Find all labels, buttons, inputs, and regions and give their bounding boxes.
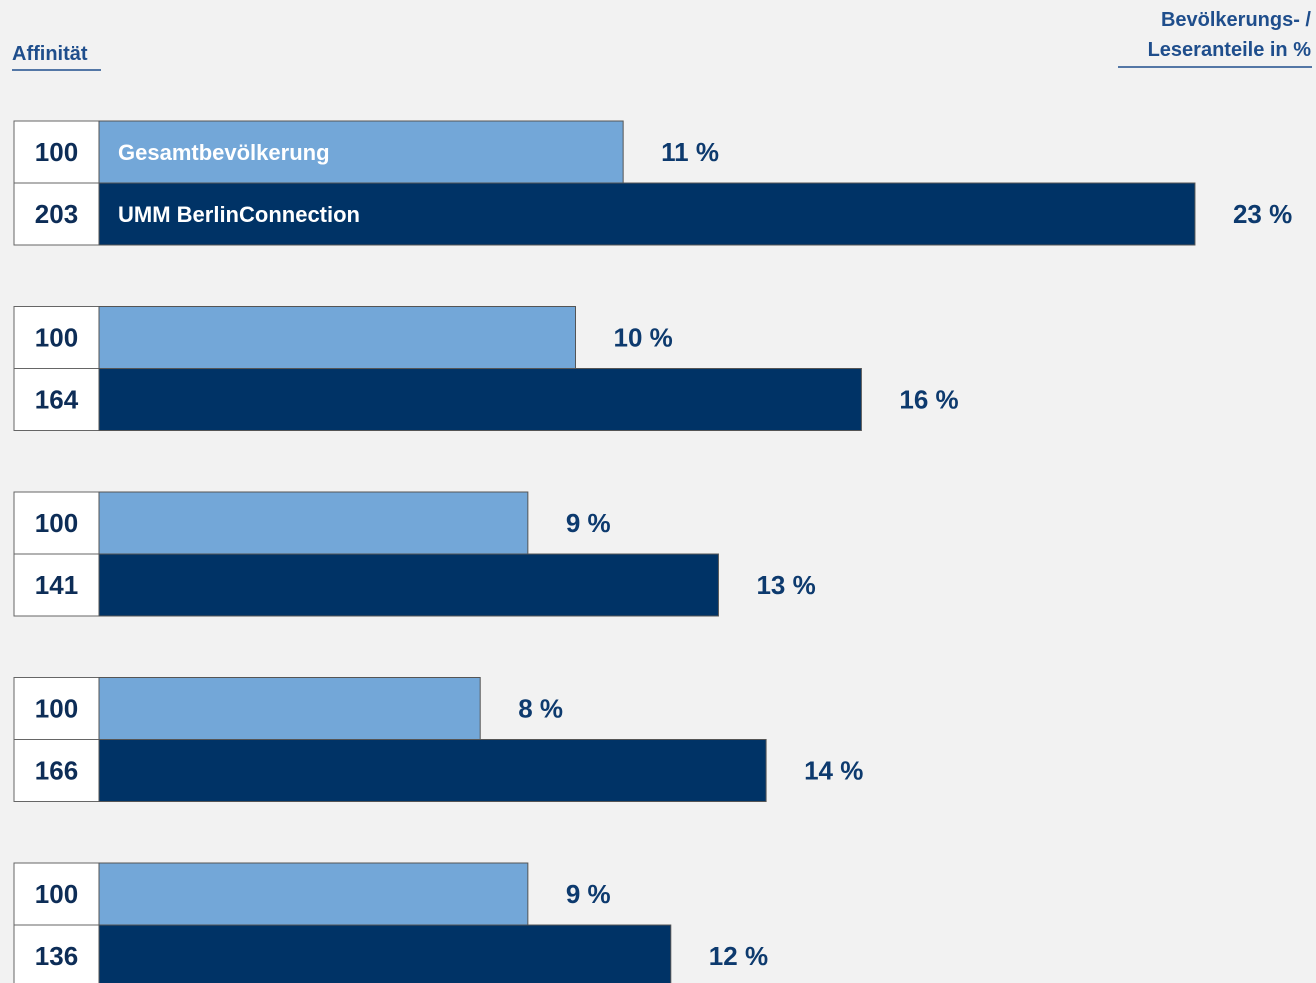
affinity-box (13, 924, 100, 983)
affinity-box (13, 182, 100, 246)
affinity-value: 141 (35, 570, 78, 600)
series-label: Gesamtbevölkerung (118, 140, 330, 165)
value-label: 9 % (566, 508, 611, 538)
value-label: 14 % (804, 756, 863, 786)
share-header-line2: Leseranteile in % (1148, 39, 1312, 61)
bar (98, 491, 529, 555)
affinity-value: 100 (35, 508, 78, 538)
bar (98, 677, 481, 740)
affinity-header: Affinität (12, 43, 88, 65)
affinity-value: 100 (35, 694, 78, 724)
affinity-box (13, 553, 100, 617)
affinity-box (13, 739, 100, 802)
affinity-value: 136 (35, 941, 78, 971)
value-label: 9 % (566, 879, 611, 909)
value-label: 11 % (661, 137, 719, 167)
value-label: 13 % (756, 570, 815, 600)
value-label: 8 % (518, 694, 563, 724)
affinity-value: 203 (35, 199, 78, 229)
bar (98, 739, 767, 802)
value-label: 12 % (709, 941, 768, 971)
bar (98, 306, 576, 369)
affinity-value: 100 (35, 879, 78, 909)
bar (98, 553, 719, 617)
value-label: 16 % (899, 385, 958, 415)
series-label: UMM BerlinConnection (118, 202, 360, 227)
share-header-line1: Bevölkerungs- / (1161, 9, 1311, 31)
affinity-box (13, 491, 100, 555)
affinity-value: 164 (35, 385, 79, 415)
bar (98, 862, 529, 926)
affinity-value: 100 (35, 323, 78, 353)
affinity-box (13, 862, 100, 926)
value-label: 10 % (614, 323, 673, 353)
bar (98, 924, 672, 983)
bar (98, 182, 1196, 246)
bar (98, 368, 862, 431)
affinity-value: 100 (35, 137, 78, 167)
affinity-box (13, 120, 100, 184)
affinity-box (13, 368, 100, 431)
bars-group: 100 Gesamtbevölkerung 11 % 203 UMM BerlinCon… (13, 120, 1292, 983)
bar (98, 120, 624, 184)
value-label: 23 % (1233, 199, 1292, 229)
affinity-value: 166 (35, 756, 78, 786)
